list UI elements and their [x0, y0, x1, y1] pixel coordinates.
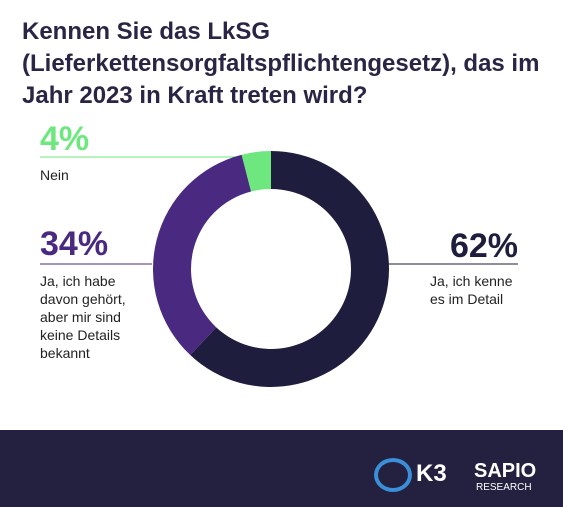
- footer: K3 SAPIO RESEARCH: [0, 430, 563, 507]
- donut-segment: [190, 151, 389, 388]
- value-label: 62%: [449, 227, 518, 265]
- category-label: Ja, ich habe davon gehört, aber mir sind…: [40, 273, 126, 361]
- chart: [40, 151, 518, 388]
- logo-icon: [374, 458, 412, 492]
- logo: SAPIO: [474, 460, 537, 482]
- value-label: 34%: [40, 225, 109, 263]
- donut-segment: [241, 151, 271, 192]
- logo: K3: [416, 460, 447, 487]
- category-label: Ja, ich kenne es im Detail: [430, 273, 513, 307]
- chart-title: Kennen Sie das LkSG (Lieferkettensorgfal…: [22, 18, 540, 109]
- logo: RESEARCH: [476, 482, 532, 493]
- donut-segment: [152, 154, 252, 356]
- category-label: Nein: [40, 167, 69, 183]
- value-label: 4%: [40, 120, 90, 158]
